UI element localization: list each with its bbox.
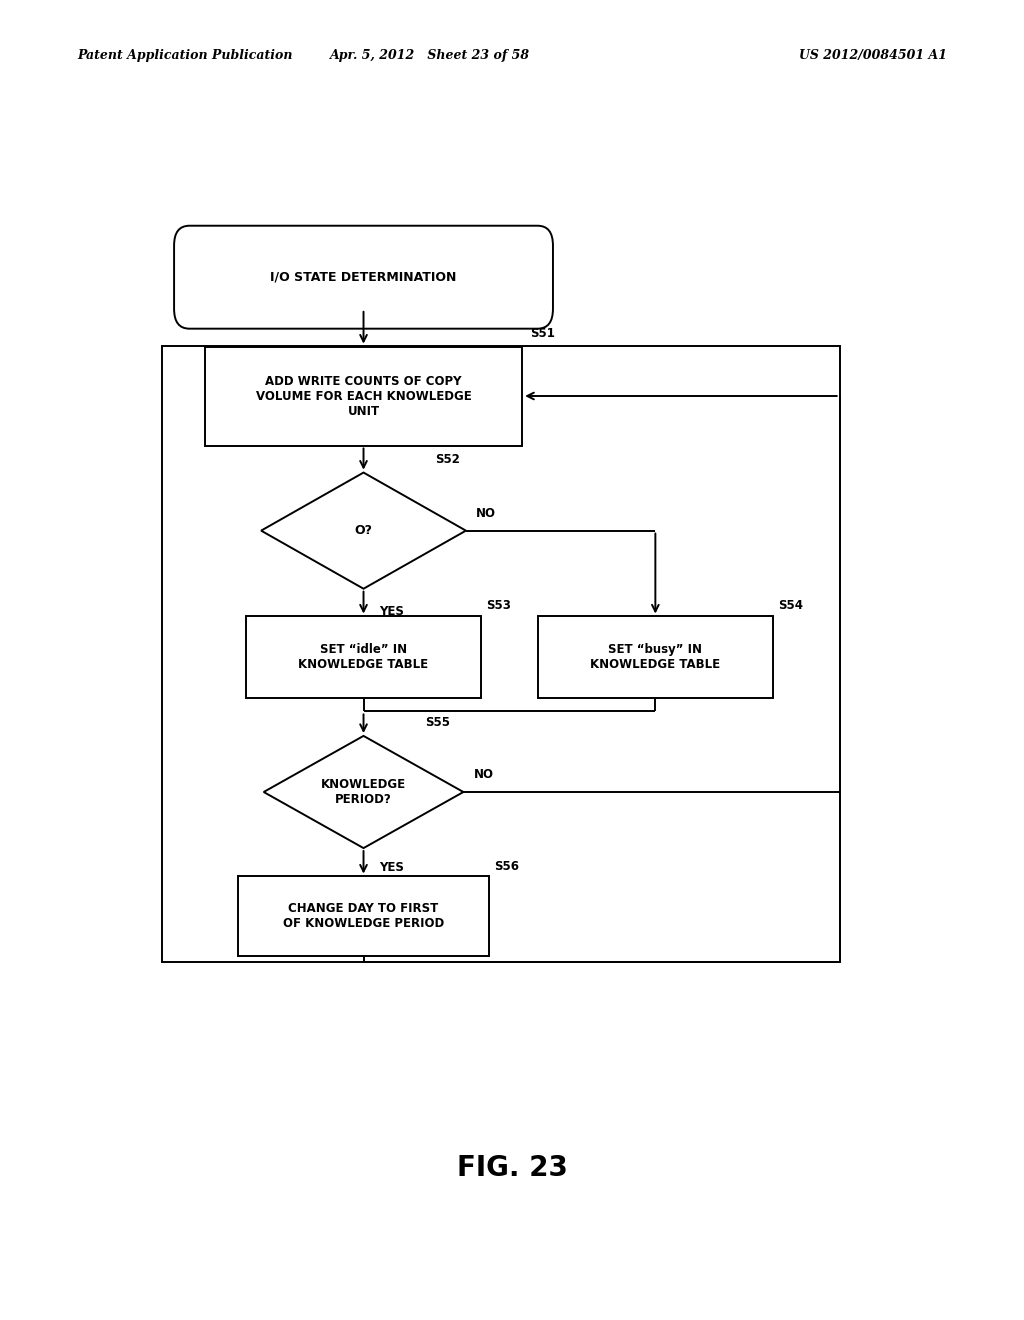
Text: S51: S51 (530, 327, 555, 341)
Text: US 2012/0084501 A1: US 2012/0084501 A1 (799, 49, 947, 62)
Text: YES: YES (379, 605, 403, 618)
Bar (205, 346, 522, 446)
Bar (538, 616, 773, 698)
Bar (162, 346, 840, 962)
Text: KNOWLEDGE
PERIOD?: KNOWLEDGE PERIOD? (321, 777, 407, 807)
Text: S52: S52 (435, 453, 460, 466)
FancyBboxPatch shape (174, 226, 553, 329)
Text: NO: NO (473, 768, 494, 781)
Polygon shape (263, 737, 463, 847)
Bar (246, 616, 481, 698)
Text: YES: YES (379, 861, 403, 874)
Text: NO: NO (476, 507, 497, 520)
Text: SET “busy” IN
KNOWLEDGE TABLE: SET “busy” IN KNOWLEDGE TABLE (590, 643, 721, 672)
Bar (238, 876, 489, 956)
Text: SET “idle” IN
KNOWLEDGE TABLE: SET “idle” IN KNOWLEDGE TABLE (298, 643, 429, 672)
Text: FIG. 23: FIG. 23 (457, 1154, 567, 1183)
Text: Patent Application Publication: Patent Application Publication (77, 49, 292, 62)
Text: Apr. 5, 2012   Sheet 23 of 58: Apr. 5, 2012 Sheet 23 of 58 (330, 49, 530, 62)
Text: I/O STATE DETERMINATION: I/O STATE DETERMINATION (270, 271, 457, 284)
Text: CHANGE DAY TO FIRST
OF KNOWLEDGE PERIOD: CHANGE DAY TO FIRST OF KNOWLEDGE PERIOD (283, 902, 444, 931)
Text: S54: S54 (778, 599, 803, 612)
Text: S56: S56 (494, 859, 519, 873)
Text: O?: O? (354, 524, 373, 537)
Polygon shape (261, 473, 466, 589)
Text: ADD WRITE COUNTS OF COPY
VOLUME FOR EACH KNOWLEDGE
UNIT: ADD WRITE COUNTS OF COPY VOLUME FOR EACH… (256, 375, 471, 417)
Text: S55: S55 (425, 717, 450, 729)
Text: S53: S53 (486, 599, 511, 612)
